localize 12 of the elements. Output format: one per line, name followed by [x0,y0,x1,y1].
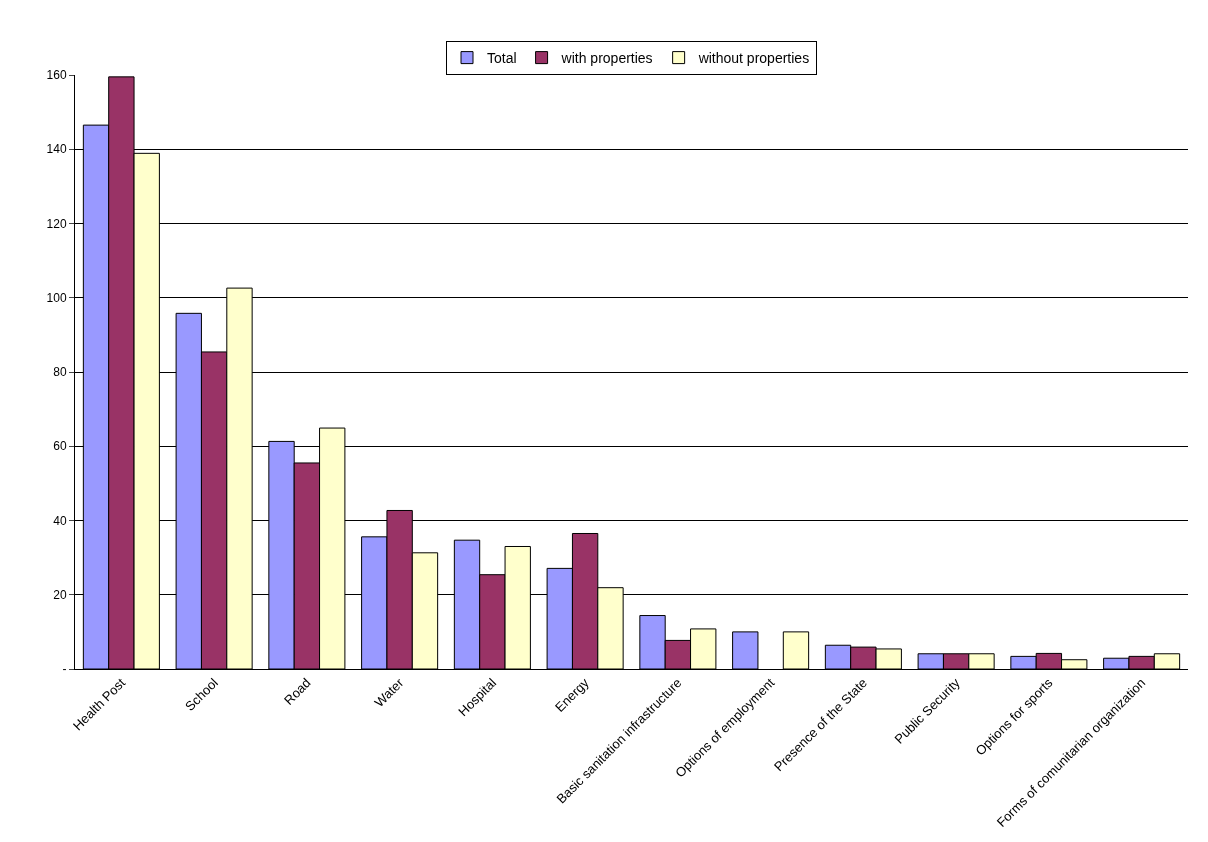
y-tick-label: 160 [46,68,67,83]
y-tick-label: 140 [46,142,67,157]
legend-label: with properties [560,50,653,67]
y-tick-label: 60 [53,439,67,454]
legend-label: Total [487,50,517,67]
y-tick-label: 80 [53,365,67,380]
y-tick-label: 40 [53,513,67,528]
y-tick-label: 20 [53,587,67,602]
legend-label: without properties [697,50,810,67]
y-tick-label: 100 [46,290,67,305]
y-tick-label: - [62,662,67,677]
y-tick-label: 120 [46,216,67,231]
